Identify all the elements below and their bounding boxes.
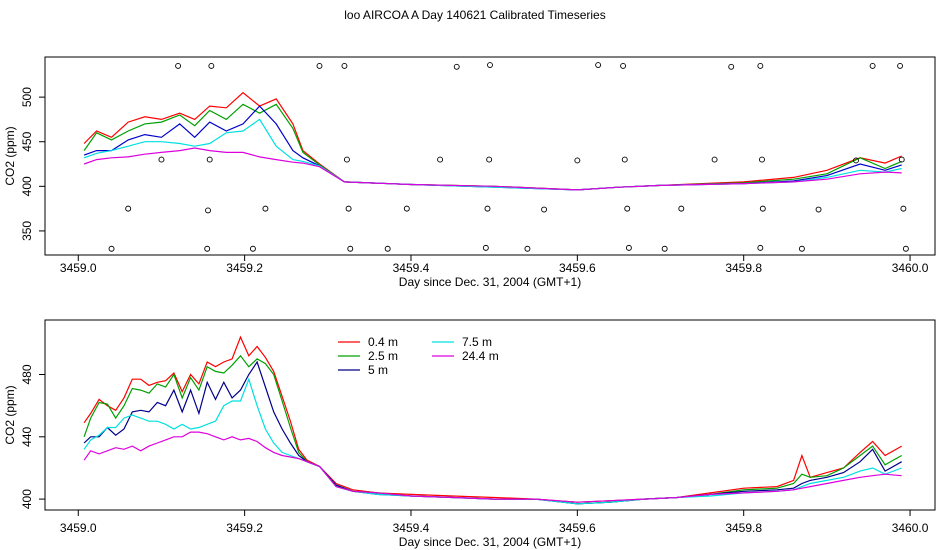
series-line-5-m [83, 360, 902, 505]
x-tick-label: 3459.4 [393, 261, 430, 275]
x-tick-label: 3459.4 [393, 521, 430, 535]
x-tick-label: 3459.6 [559, 261, 596, 275]
data-point-marker [158, 156, 165, 163]
data-point-marker [341, 62, 348, 69]
data-point-marker [900, 205, 907, 212]
data-point-marker [384, 245, 391, 252]
series-line-5 [83, 147, 902, 191]
x-tick-label: 3459.0 [60, 521, 97, 535]
data-point-marker [125, 205, 132, 212]
plot-frame [44, 56, 936, 256]
data-point-marker [345, 205, 352, 212]
data-point-marker [595, 62, 602, 68]
data-point-marker [204, 245, 211, 252]
data-point-marker [728, 63, 735, 70]
figure-title: loo AIRCOA A Day 140621 Calibrated Times… [344, 8, 606, 22]
series-line-24-4-m [83, 431, 902, 503]
data-point-marker [625, 244, 632, 251]
y-tick-label: 480 [20, 364, 34, 384]
series-line-2-5-m [83, 354, 902, 505]
data-point-marker [661, 245, 668, 252]
y-tick-label: 400 [20, 489, 34, 509]
legend-label: 2.5 m [368, 349, 398, 363]
y-tick-label: 350 [20, 221, 34, 241]
series-line-3 [83, 105, 902, 191]
x-tick-label: 3459.2 [226, 521, 263, 535]
data-point-marker [759, 156, 765, 163]
x-tick-label: 3459.8 [725, 521, 762, 535]
x-tick-label: 3459.0 [60, 261, 97, 275]
legend-label: 0.4 m [368, 335, 398, 349]
legend: 0.4 m2.5 m5 m 7.5 m24.4 m [338, 335, 499, 377]
plot-frame [44, 319, 936, 511]
panel-1: 3459.0 3459.2 3459.4 3459.6 3459.8 3460.0 350 4… [3, 56, 936, 289]
data-point-marker [262, 205, 269, 212]
data-point-marker [621, 156, 628, 163]
data-point-marker [205, 207, 211, 214]
data-point-marker [524, 245, 531, 252]
x-axis-label: Day since Dec. 31, 2004 (GMT+1) [399, 535, 581, 549]
panel-2: 3459.0 3459.2 3459.4 3459.6 3459.8 3460.0 400 4… [3, 319, 936, 549]
data-point-marker [869, 62, 876, 69]
data-point-marker [757, 244, 764, 251]
data-point-marker [898, 156, 905, 163]
data-point-marker [897, 62, 904, 69]
data-point-marker [403, 205, 410, 212]
legend-label: 7.5 m [462, 335, 492, 349]
data-point-marker [541, 206, 548, 213]
data-point-marker [316, 62, 323, 69]
data-point-marker [759, 205, 766, 212]
data-point-marker [206, 156, 213, 163]
y-tick-label: 440 [20, 426, 34, 446]
data-point-marker [624, 205, 631, 212]
series-line-2 [83, 103, 902, 191]
series-line-7-5-m [83, 377, 902, 505]
y-tick-label: 500 [20, 87, 34, 107]
y-tick-label: 450 [20, 131, 34, 151]
legend-label: 24.4 m [462, 349, 499, 363]
data-point-marker [620, 62, 627, 69]
series-line-4 [83, 118, 902, 191]
data-point-marker [853, 157, 859, 164]
data-point-marker [678, 205, 685, 212]
data-point-marker [108, 245, 115, 252]
data-point-marker [347, 245, 354, 252]
data-point-marker [574, 157, 581, 164]
series-line-0-4-m [83, 335, 902, 503]
x-tick-label: 3460.0 [892, 261, 929, 275]
y-axis-label: CO2 (ppm) [3, 385, 17, 444]
data-point-marker [208, 62, 215, 69]
data-point-marker [711, 156, 718, 163]
x-axis-label: Day since Dec. 31, 2004 (GMT+1) [399, 275, 581, 289]
data-point-marker [249, 245, 256, 252]
data-point-marker [437, 156, 444, 163]
y-tick-label: 400 [20, 176, 34, 196]
data-point-marker [487, 62, 493, 68]
y-axis-label: CO2 (ppm) [3, 126, 17, 185]
data-point-marker [486, 156, 493, 163]
data-point-marker [482, 244, 489, 251]
data-point-marker [453, 63, 460, 70]
x-tick-label: 3460.0 [892, 521, 929, 535]
legend-label: 5 m [368, 363, 388, 377]
data-point-marker [902, 245, 909, 252]
data-point-marker [343, 156, 350, 163]
data-point-marker [484, 205, 491, 212]
series-line-1 [83, 91, 902, 191]
data-point-marker [815, 206, 822, 213]
x-tick-label: 3459.6 [559, 521, 596, 535]
data-point-marker [798, 245, 805, 252]
x-tick-label: 3459.2 [226, 261, 263, 275]
data-point-marker [757, 62, 764, 69]
x-tick-label: 3459.8 [725, 261, 762, 275]
data-point-marker [175, 62, 182, 69]
